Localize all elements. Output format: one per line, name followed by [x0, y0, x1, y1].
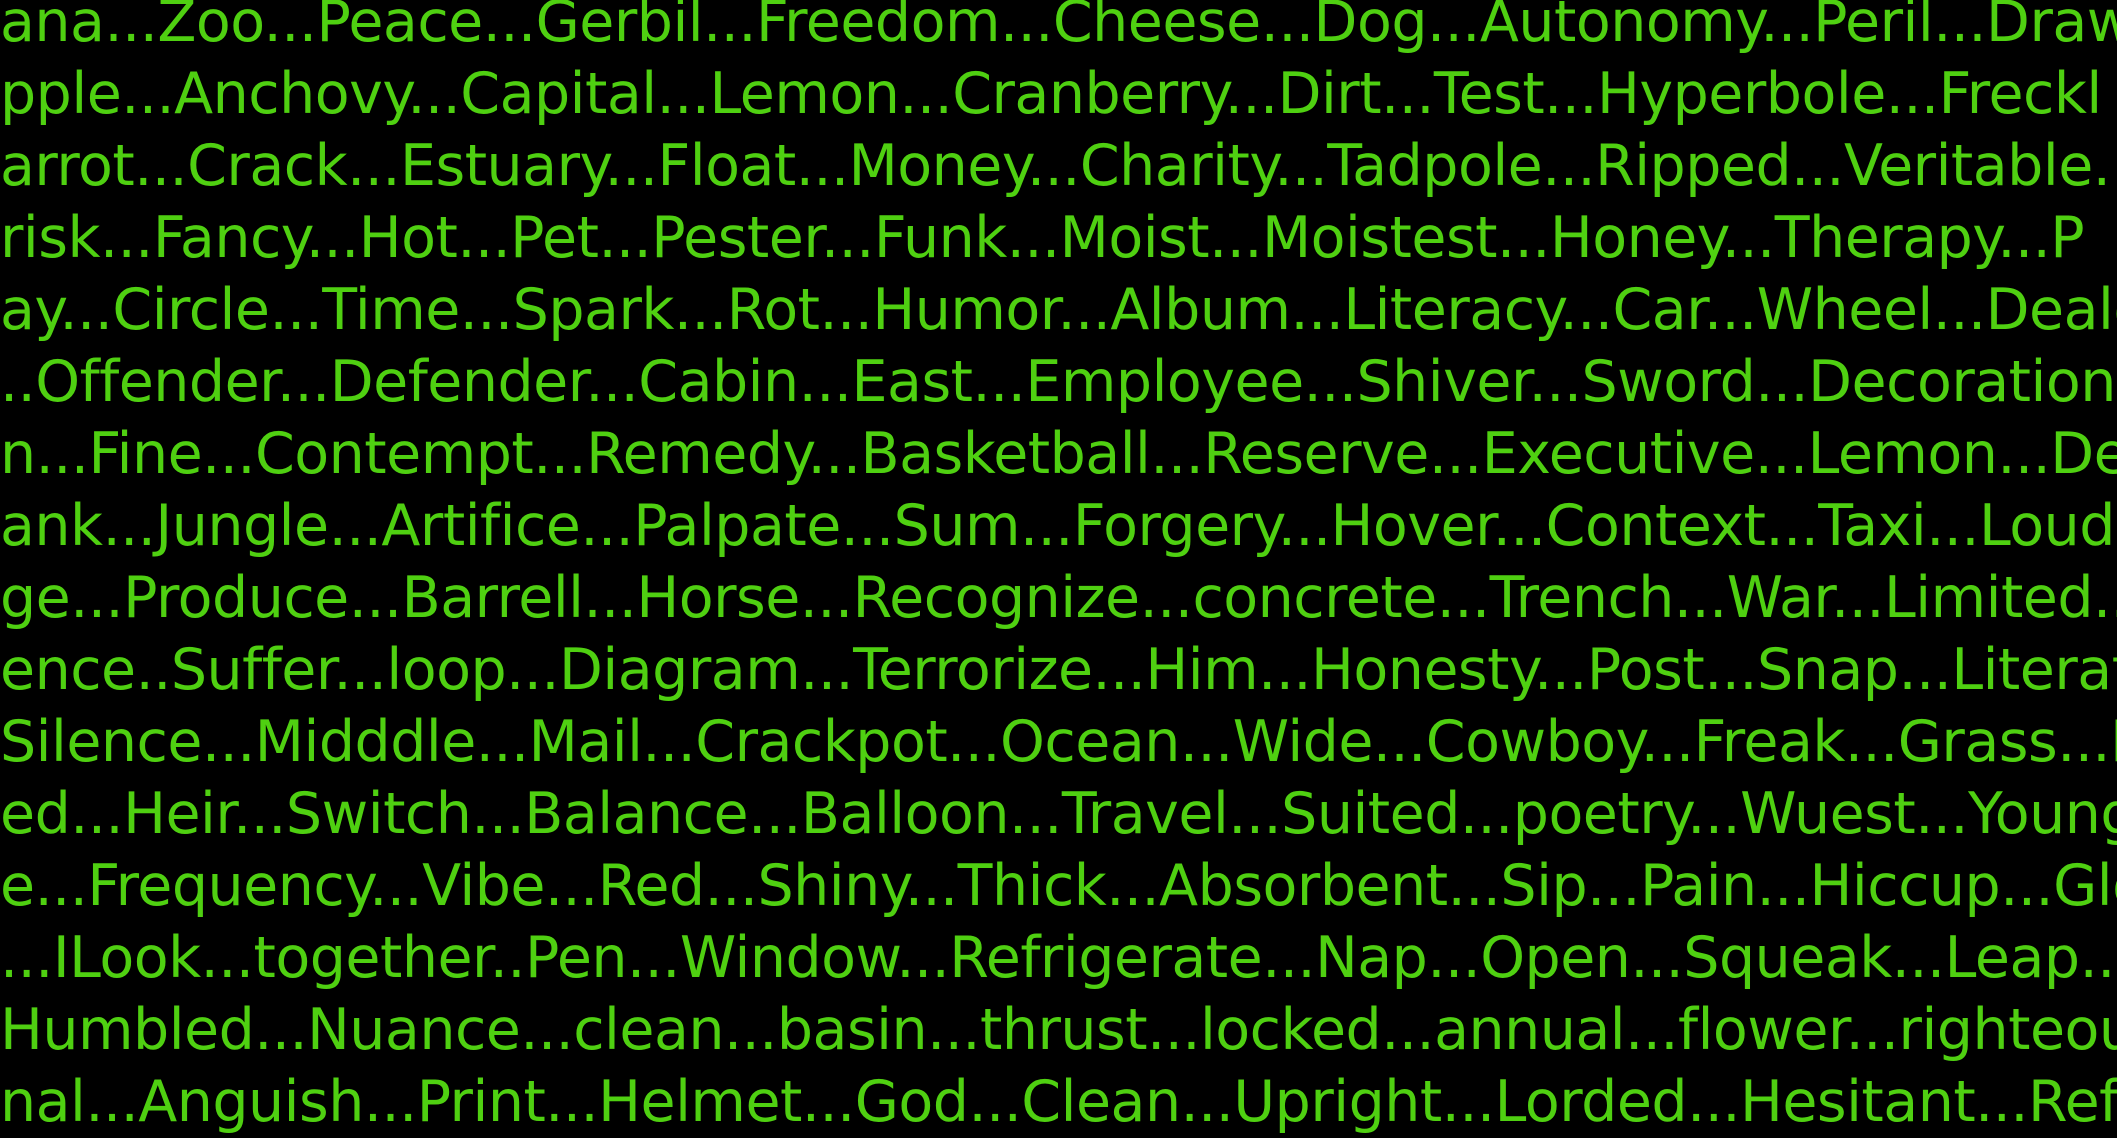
word-line-text: pple...Anchovy...Capital...Lemon...Cranb… [0, 61, 2102, 127]
word-line: Humbled...Nuance...clean...basin...thrus… [0, 994, 2117, 1066]
word-line: risk...Fancy...Hot...Pet...Pester...Funk… [0, 202, 2117, 274]
word-line-text: ..Offender...Defender...Cabin...East...E… [0, 349, 2117, 415]
word-line: arrot...Crack...Estuary...Float...Money.… [0, 130, 2117, 202]
word-line: ana...Zoo...Peace...Gerbil...Freedom...C… [0, 0, 2117, 58]
word-line-text: ay...Circle...Time...Spark...Rot...Humor… [0, 277, 2117, 343]
word-line-text: nal...Anguish...Print...Helmet...God...C… [0, 1069, 2117, 1135]
word-line: ed...Heir...Switch...Balance...Balloon..… [0, 778, 2117, 850]
word-line-text: ge...Produce...Barrell...Horse...Recogni… [0, 565, 2117, 631]
word-line: nal...Anguish...Print...Helmet...God...C… [0, 1066, 2117, 1138]
word-line: ank...Jungle...Artifice...Palpate...Sum.… [0, 490, 2117, 562]
word-line-text: ed...Heir...Switch...Balance...Balloon..… [0, 781, 2117, 847]
word-line-text: n...Fine...Contempt...Remedy...Basketbal… [0, 421, 2117, 487]
word-line-text: Silence...Midddle...Mail...Crackpot...Oc… [0, 709, 2117, 775]
word-line: pple...Anchovy...Capital...Lemon...Cranb… [0, 58, 2117, 130]
word-line: ay...Circle...Time...Spark...Rot...Humor… [0, 274, 2117, 346]
word-line-text: ana...Zoo...Peace...Gerbil...Freedom...C… [0, 0, 2117, 55]
word-line-text: ...ILook...together..Pen...Window...Refr… [0, 925, 2117, 991]
word-line: ence..Suffer...loop...Diagram...Terroriz… [0, 634, 2117, 706]
word-line: Silence...Midddle...Mail...Crackpot...Oc… [0, 706, 2117, 778]
word-line: e...Frequency...Vibe...Red...Shiny...Thi… [0, 850, 2117, 922]
word-line: ge...Produce...Barrell...Horse...Recogni… [0, 562, 2117, 634]
word-line-text: ank...Jungle...Artifice...Palpate...Sum.… [0, 493, 2117, 559]
word-line-text: arrot...Crack...Estuary...Float...Money.… [0, 133, 2111, 199]
word-line: ..Offender...Defender...Cabin...East...E… [0, 346, 2117, 418]
word-line-text: ence..Suffer...loop...Diagram...Terroriz… [0, 637, 2117, 703]
word-line: n...Fine...Contempt...Remedy...Basketbal… [0, 418, 2117, 490]
word-line-text: risk...Fancy...Hot...Pet...Pester...Funk… [0, 205, 2085, 271]
word-line: ...ILook...together..Pen...Window...Refr… [0, 922, 2117, 994]
word-line-text: Humbled...Nuance...clean...basin...thrus… [0, 997, 2117, 1063]
word-line-text: e...Frequency...Vibe...Red...Shiny...Thi… [0, 853, 2117, 919]
